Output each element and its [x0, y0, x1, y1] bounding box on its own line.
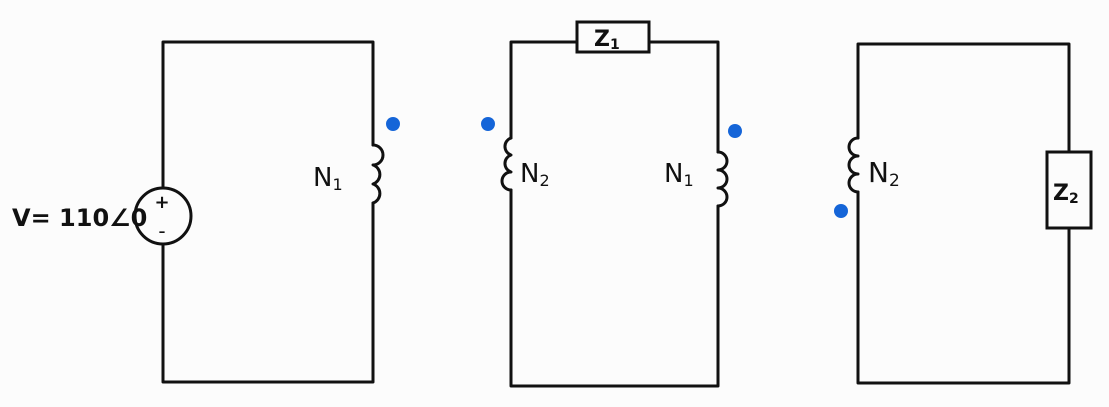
circuit-2-left-coil-label: N2 — [520, 159, 550, 190]
circuit-1-coil-label: N1 — [313, 163, 343, 194]
voltage-source-minus: - — [158, 219, 165, 243]
circuit-1-coil-label-base: N — [313, 163, 332, 193]
impedance-z2-base: Z — [1053, 181, 1069, 206]
voltage-source-circle — [133, 186, 193, 246]
impedance-z1-sub: 1 — [610, 37, 620, 53]
circuit-2-left-coil-label-base: N — [520, 159, 539, 189]
impedance-z1-base: Z — [594, 27, 610, 52]
circuit-1-coil-n1 — [371, 143, 385, 205]
circuit-1-coil-label-sub: 1 — [332, 175, 342, 194]
circuit-1-wire — [161, 40, 375, 384]
circuit-2-coil-n2 — [500, 136, 513, 192]
voltage-source: + - — [133, 186, 193, 246]
impedance-z1-box — [575, 20, 651, 54]
circuit-1-dot-marker — [386, 117, 400, 131]
circuit-1: + - V= 110∠0 N1 — [12, 40, 400, 384]
voltage-source-plus: + — [154, 192, 169, 213]
circuit-3-coil-label-base: N — [868, 156, 889, 189]
circuit-2-right-dot-marker — [728, 124, 742, 138]
impedance-z2-box — [1045, 150, 1093, 230]
circuit-2-coil-n1 — [716, 150, 729, 208]
circuit-3-dot-marker — [834, 204, 848, 218]
circuit-3-coil-label-sub: 2 — [889, 171, 900, 191]
voltage-source-label: V= 110∠0 — [12, 204, 147, 232]
circuit-2-right-coil-label: N1 — [664, 159, 694, 190]
circuit-3-coil-n2 — [847, 136, 860, 194]
circuit-2-left-coil-label-sub: 2 — [539, 171, 549, 190]
circuit-3-wire — [856, 42, 1071, 385]
circuit-3: N2 Z2 — [834, 42, 1093, 385]
impedance-z2-sub: 2 — [1069, 191, 1079, 207]
circuit-2-left-dot-marker — [481, 117, 495, 131]
circuit-2-right-coil-label-sub: 1 — [683, 171, 693, 190]
circuit-2-wire — [509, 40, 720, 388]
circuit-2-right-coil-label-base: N — [664, 159, 683, 189]
impedance-z2-label: Z2 — [1053, 181, 1079, 207]
circuit-2: Z1 N2 N1 — [481, 20, 742, 388]
circuit-3-coil-label: N2 — [868, 156, 900, 191]
impedance-z1-label: Z1 — [594, 27, 620, 53]
